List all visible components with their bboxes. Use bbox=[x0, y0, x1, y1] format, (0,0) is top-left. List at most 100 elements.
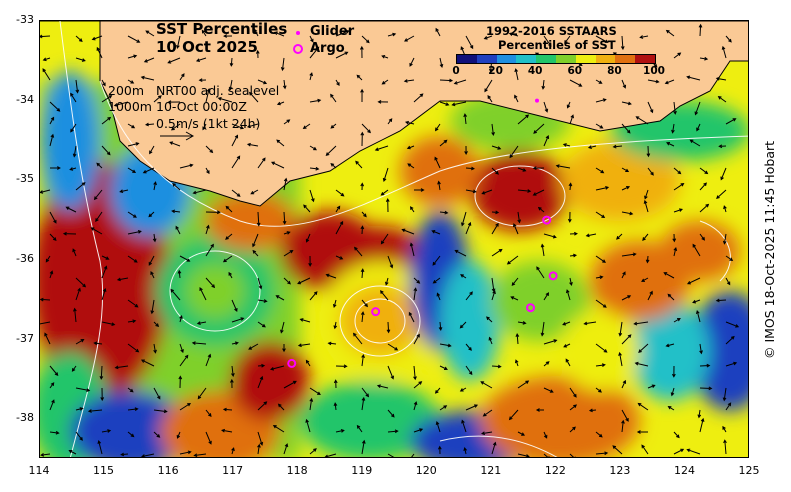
current-arrow bbox=[634, 361, 649, 367]
current-arrow bbox=[699, 417, 705, 433]
current-arrow bbox=[231, 155, 241, 169]
current-arrow bbox=[361, 353, 365, 367]
current-arrow bbox=[633, 321, 649, 326]
current-arrow bbox=[231, 317, 245, 323]
current-arrow bbox=[225, 205, 233, 213]
current-arrow bbox=[673, 167, 682, 175]
current-arrow bbox=[101, 95, 113, 103]
current-arrow bbox=[620, 35, 625, 51]
current-arrow bbox=[205, 224, 210, 235]
current-arrow bbox=[439, 343, 452, 348]
current-arrow bbox=[689, 139, 701, 147]
current-arrow bbox=[621, 295, 632, 301]
current-arrow bbox=[361, 123, 371, 134]
current-arrow bbox=[302, 123, 311, 129]
current-arrow bbox=[387, 429, 399, 434]
current-arrow bbox=[101, 145, 111, 156]
current-arrow bbox=[514, 94, 519, 103]
argo-ring-icon bbox=[293, 44, 303, 54]
current-arrow bbox=[205, 210, 221, 215]
current-arrow bbox=[491, 248, 503, 257]
current-arrow bbox=[413, 401, 418, 411]
current-arrow bbox=[229, 57, 234, 67]
colorbar-tick-label: 40 bbox=[527, 65, 543, 77]
current-arrow bbox=[413, 428, 424, 433]
current-arrow bbox=[491, 290, 496, 301]
current-arrow bbox=[283, 443, 289, 455]
current-arrow bbox=[566, 101, 571, 109]
current-arrow bbox=[621, 419, 625, 433]
current-arrow bbox=[179, 73, 185, 81]
current-arrow bbox=[45, 255, 51, 263]
current-arrow bbox=[68, 449, 77, 455]
current-arrow bbox=[257, 277, 263, 290]
colorbar-segment bbox=[615, 55, 636, 63]
current-arrow bbox=[459, 387, 467, 392]
current-arrow bbox=[179, 402, 191, 411]
current-arrow bbox=[70, 123, 77, 133]
current-arrow bbox=[694, 101, 701, 116]
current-arrow bbox=[127, 167, 137, 173]
map-area bbox=[39, 20, 749, 458]
current-arrow bbox=[437, 180, 441, 191]
current-arrow bbox=[621, 186, 631, 191]
current-arrow bbox=[127, 431, 135, 438]
current-arrow bbox=[537, 206, 545, 213]
current-arrow bbox=[305, 418, 311, 433]
current-arrow bbox=[673, 208, 683, 213]
current-arrow bbox=[387, 365, 395, 380]
current-arrow bbox=[569, 387, 577, 398]
current-arrow bbox=[327, 341, 337, 346]
current-arrow bbox=[381, 54, 389, 59]
current-arrow bbox=[275, 295, 285, 301]
current-arrow bbox=[543, 101, 549, 113]
current-arrow bbox=[355, 160, 363, 169]
colorbar-tick-label: 20 bbox=[488, 65, 503, 77]
current-arrow bbox=[510, 296, 519, 301]
current-arrow bbox=[621, 271, 626, 279]
float-markers bbox=[287, 98, 558, 368]
current-arrow bbox=[459, 321, 467, 329]
colorbar-segment bbox=[457, 55, 477, 63]
current-arrow bbox=[715, 298, 727, 303]
current-arrow bbox=[221, 428, 233, 433]
current-arrow bbox=[406, 145, 415, 150]
current-arrow bbox=[127, 255, 138, 263]
current-arrow bbox=[101, 79, 106, 87]
current-arrow bbox=[641, 444, 649, 455]
current-arrow bbox=[465, 291, 473, 301]
current-arrow bbox=[403, 79, 415, 83]
current-arrow bbox=[491, 441, 497, 455]
current-arrow bbox=[335, 255, 344, 260]
current-arrow bbox=[646, 145, 651, 158]
current-arrow bbox=[167, 57, 181, 64]
y-tick-label: -37 bbox=[16, 331, 34, 345]
current-arrow bbox=[361, 439, 366, 455]
current-arrow bbox=[670, 387, 675, 397]
current-arrow bbox=[231, 341, 239, 346]
current-arrow bbox=[465, 343, 472, 351]
argo-float-marker bbox=[371, 307, 381, 317]
current-arrow bbox=[595, 98, 607, 103]
current-arrow bbox=[142, 167, 155, 174]
current-arrow bbox=[193, 453, 207, 457]
current-arrow bbox=[70, 92, 77, 103]
current-arrow bbox=[569, 277, 573, 287]
current-arrow bbox=[532, 189, 545, 196]
current-arrow bbox=[49, 270, 54, 279]
current-arrow bbox=[664, 79, 675, 85]
current-arrow bbox=[335, 30, 350, 37]
current-arrow bbox=[621, 79, 627, 89]
current-arrow bbox=[198, 78, 207, 83]
current-arrow bbox=[647, 290, 653, 301]
current-arrow bbox=[439, 210, 449, 215]
current-arrow bbox=[635, 116, 649, 125]
current-arrow bbox=[699, 56, 709, 61]
current-arrow bbox=[508, 409, 519, 421]
current-arrow bbox=[333, 402, 338, 411]
current-arrow bbox=[40, 297, 51, 302]
current-arrow bbox=[205, 88, 211, 103]
current-arrow bbox=[621, 101, 632, 106]
current-arrow bbox=[127, 343, 140, 353]
current-arrow bbox=[231, 123, 245, 130]
